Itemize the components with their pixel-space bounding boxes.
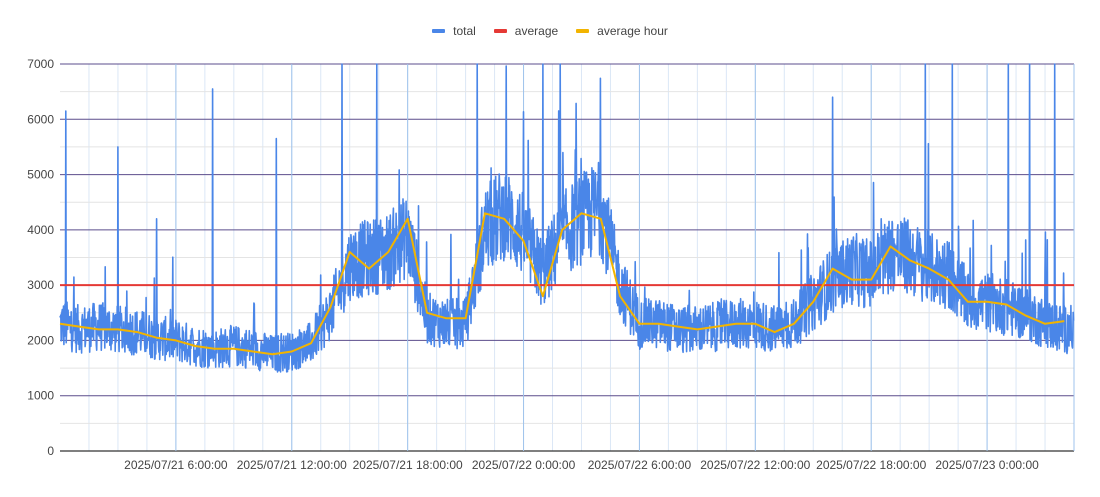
x-tick-label: 2025/07/21 18:00:00 — [353, 458, 463, 472]
x-tick-label: 2025/07/22 6:00:00 — [588, 458, 692, 472]
legend-label-total: total — [453, 24, 476, 38]
x-tick-label: 2025/07/21 12:00:00 — [237, 458, 347, 472]
legend-swatch-average — [493, 29, 507, 33]
x-tick-label: 2025/07/22 12:00:00 — [700, 458, 810, 472]
legend-swatch-total — [432, 29, 446, 33]
y-tick-label: 7000 — [27, 57, 54, 71]
y-tick-label: 3000 — [27, 278, 54, 292]
legend-swatch-average-hour — [576, 29, 590, 33]
x-tick-label: 2025/07/21 6:00:00 — [124, 458, 228, 472]
series-total-line — [59, 63, 1075, 373]
chart-legend: total average average hour — [0, 24, 1100, 38]
y-tick-label: 2000 — [27, 333, 54, 347]
series-layer — [59, 63, 1075, 373]
legend-item-average-hour[interactable]: average hour — [576, 24, 668, 38]
y-tick-label: 4000 — [27, 223, 54, 237]
legend-label-average: average — [514, 24, 559, 38]
y-tick-label: 1000 — [27, 389, 54, 403]
series-average-hour-line — [59, 212, 1065, 356]
y-axis: 0 1000 2000 3000 4000 5000 6000 7000 — [27, 57, 54, 458]
legend-item-total[interactable]: total — [432, 24, 476, 38]
x-tick-label: 2025/07/22 0:00:00 — [472, 458, 576, 472]
x-tick-label: 2025/07/22 18:00:00 — [816, 458, 926, 472]
x-tick-label: 2025/07/23 0:00:00 — [935, 458, 1039, 472]
x-axis: 2025/07/21 6:00:00 2025/07/21 12:00:00 202… — [124, 458, 1039, 472]
legend-label-average-hour: average hour — [597, 24, 668, 38]
y-tick-label: 6000 — [27, 112, 54, 126]
legend-item-average[interactable]: average — [493, 24, 559, 38]
y-tick-label: 0 — [47, 444, 54, 458]
y-tick-label: 5000 — [27, 168, 54, 182]
